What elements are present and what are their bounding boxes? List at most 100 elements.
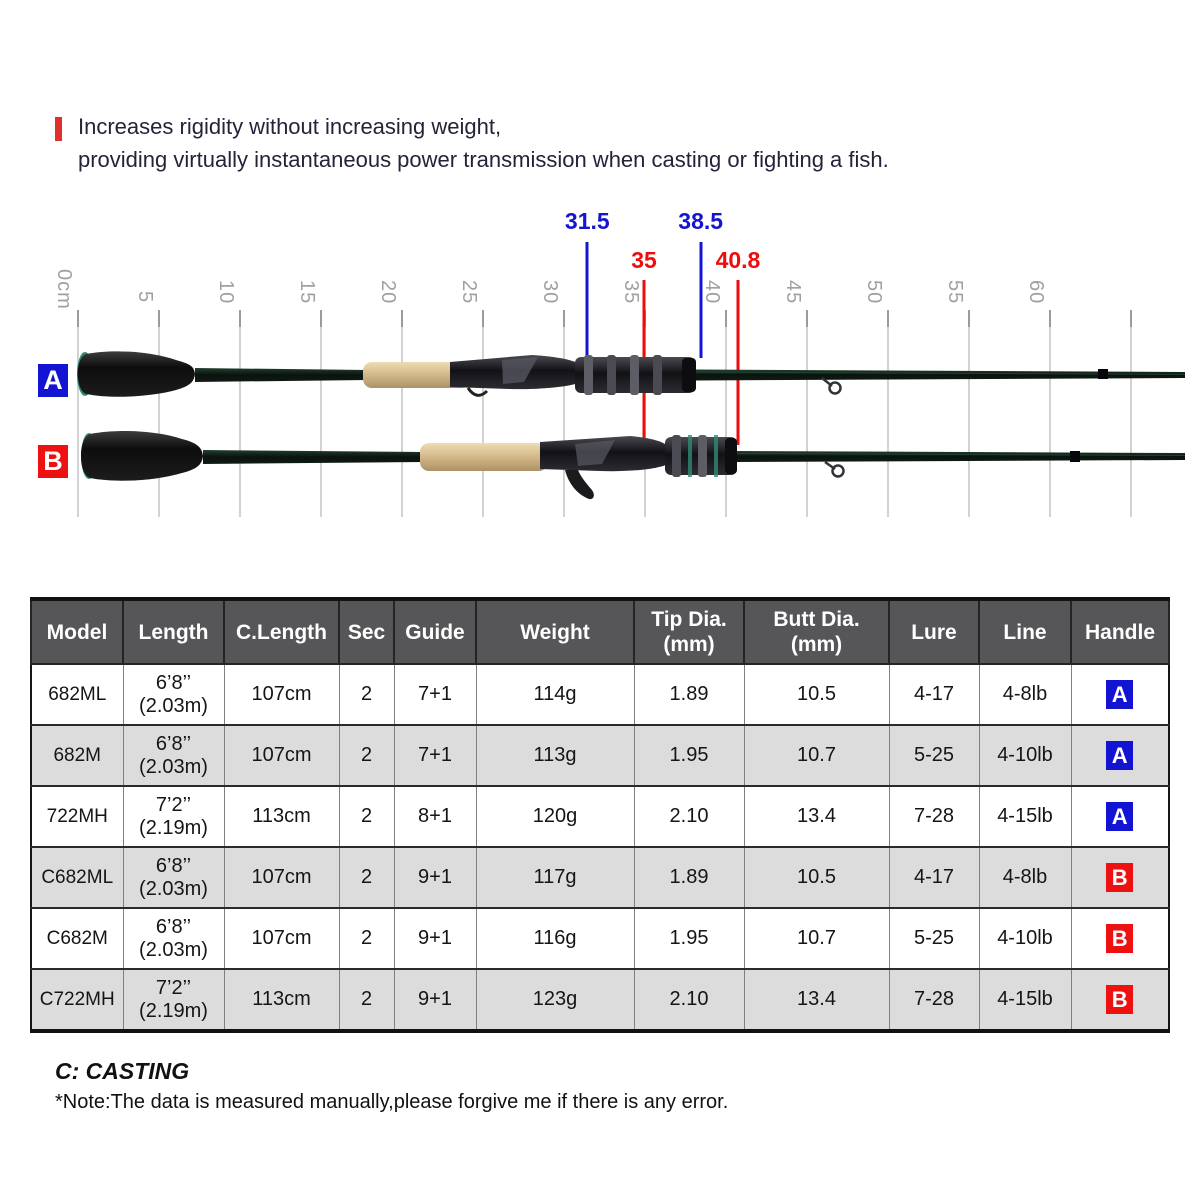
cell-line: 4-10lb [978, 907, 1072, 970]
red-accent-bar [55, 117, 62, 141]
cell-sec: 2 [338, 724, 395, 787]
handle-badge: B [1106, 985, 1134, 1014]
ruler-gridline [77, 310, 79, 517]
cell-length: 6’8’’ (2.03m) [122, 663, 225, 726]
col-header-model: Model [30, 598, 124, 665]
table-row: C722MH 7’2’’ (2.19m) 113cm 2 9+1 123g 2.1… [30, 968, 1170, 1032]
col-header-c-length: C.Length [223, 598, 340, 665]
ruler-tick [77, 310, 79, 327]
cell-weight: 113g [475, 724, 635, 787]
ruler-tick [482, 310, 484, 327]
measurement-line-38.5 [699, 242, 703, 358]
intro-text-line1: Increases rigidity without increasing we… [78, 114, 502, 139]
ruler-label: 35 [620, 280, 642, 305]
cell-c-length: 107cm [223, 663, 340, 726]
cell-length: 7’2’’ (2.19m) [122, 968, 225, 1032]
table-row: C682ML 6’8’’ (2.03m) 107cm 2 9+1 117g 1.8… [30, 846, 1170, 909]
cell-line: 4-15lb [978, 785, 1072, 848]
cell-weight: 116g [475, 907, 635, 970]
ruler-tick [806, 310, 808, 327]
measurement-value-31.5: 31.5 [564, 208, 610, 234]
ruler-tick [887, 310, 889, 327]
cell-model: 722MH [30, 785, 124, 848]
table-row: 682M 6’8’’ (2.03m) 107cm 2 7+1 113g 1.95 … [30, 724, 1170, 787]
rod-b-illustration [81, 431, 1185, 500]
ruler-label: 45 [782, 280, 804, 305]
cell-model: C722MH [30, 968, 124, 1032]
col-header-guide: Guide [393, 598, 477, 665]
table-row: C682M 6’8’’ (2.03m) 107cm 2 9+1 116g 1.95… [30, 907, 1170, 970]
cell-length: 6’8’’ (2.03m) [122, 846, 225, 909]
cell-guide: 9+1 [393, 907, 477, 970]
header-row: Model Length C.Length Sec Guide Weight T… [30, 598, 1170, 665]
ruler-tick [158, 310, 160, 327]
col-header-weight: Weight [475, 598, 635, 665]
cell-lure: 7-28 [888, 968, 980, 1032]
ruler-label: 25 [458, 280, 480, 305]
cell-tip-dia: 2.10 [633, 785, 745, 848]
cell-c-length: 107cm [223, 846, 340, 909]
cell-c-length: 113cm [223, 785, 340, 848]
rod-b-badge: B [38, 445, 68, 478]
ruler-tick [320, 310, 322, 327]
col-header-tip-dia: Tip Dia. (mm) [633, 598, 745, 665]
cell-line: 4-8lb [978, 846, 1072, 909]
cell-c-length: 113cm [223, 968, 340, 1032]
col-header-length: Length [122, 598, 225, 665]
cell-weight: 123g [475, 968, 635, 1032]
ruler-tick [1130, 310, 1132, 327]
cell-c-length: 107cm [223, 907, 340, 970]
cell-sec: 2 [338, 968, 395, 1032]
cell-butt-dia: 13.4 [743, 785, 890, 848]
col-header-lure: Lure [888, 598, 980, 665]
spec-table: Model Length C.Length Sec Guide Weight T… [30, 597, 1170, 1033]
cell-butt-dia: 13.4 [743, 968, 890, 1032]
handle-badge: A [1106, 802, 1134, 831]
cell-model: 682M [30, 724, 124, 787]
cell-length: 6’8’’ (2.03m) [122, 724, 225, 787]
cell-length: 6’8’’ (2.03m) [122, 907, 225, 970]
cell-lure: 4-17 [888, 663, 980, 726]
cell-handle: B [1070, 968, 1170, 1032]
col-header-handle: Handle [1070, 598, 1170, 665]
intro-text-line2: providing virtually instantaneous power … [78, 147, 889, 172]
ruler-label: 55 [944, 280, 966, 305]
cell-butt-dia: 10.5 [743, 663, 890, 726]
ruler-gridline [806, 310, 808, 517]
cell-butt-dia: 10.7 [743, 724, 890, 787]
handle-badge: B [1106, 863, 1134, 892]
cell-line: 4-10lb [978, 724, 1072, 787]
cell-sec: 2 [338, 907, 395, 970]
cell-model: C682M [30, 907, 124, 970]
ruler-tick [563, 310, 565, 327]
cell-weight: 117g [475, 846, 635, 909]
measurement-value-38.5: 38.5 [678, 208, 724, 234]
cell-butt-dia: 10.7 [743, 907, 890, 970]
cell-handle: A [1070, 724, 1170, 787]
cell-line: 4-15lb [978, 968, 1072, 1032]
ruler-gridline [887, 310, 889, 517]
casting-legend: C: CASTING [55, 1058, 190, 1084]
ruler-gridline [158, 310, 160, 517]
ruler-label: 40 [701, 280, 723, 305]
table-row: 682ML 6’8’’ (2.03m) 107cm 2 7+1 114g 1.89… [30, 663, 1170, 726]
table-row: 722MH 7’2’’ (2.19m) 113cm 2 8+1 120g 2.10… [30, 785, 1170, 848]
cell-handle: B [1070, 907, 1170, 970]
cell-handle: B [1070, 846, 1170, 909]
cell-sec: 2 [338, 663, 395, 726]
ruler-gridline [320, 310, 322, 517]
ruler-gridline [563, 310, 565, 517]
ruler-gridline [725, 310, 727, 517]
handle-badge: A [1106, 741, 1134, 770]
cell-guide: 9+1 [393, 968, 477, 1032]
rod-a-illustration [77, 351, 1185, 397]
ruler-label: 10 [215, 280, 237, 305]
cell-guide: 8+1 [393, 785, 477, 848]
cell-tip-dia: 1.89 [633, 663, 745, 726]
cell-model: C682ML [30, 846, 124, 909]
cell-butt-dia: 10.5 [743, 846, 890, 909]
cell-lure: 5-25 [888, 907, 980, 970]
cell-guide: 7+1 [393, 663, 477, 726]
ruler-gridline [482, 310, 484, 517]
